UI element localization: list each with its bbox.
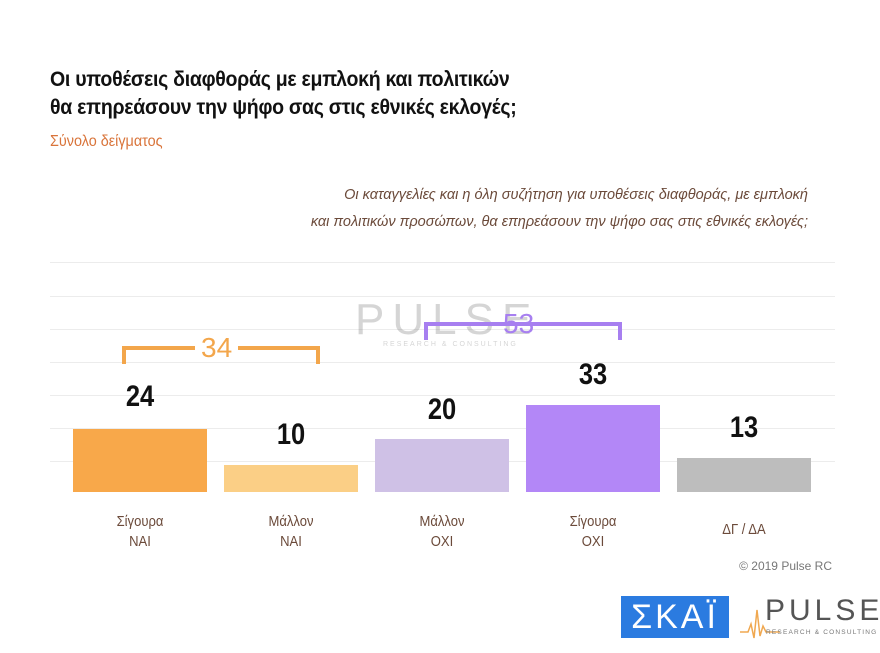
category-line: ΝΑΙ (280, 534, 302, 550)
bar-dg-da (677, 458, 811, 492)
chart-title: Οι υποθέσεις διαφθοράς με εμπλοκή και πο… (50, 66, 517, 122)
pulse-logo-text: PULSE (765, 594, 880, 627)
gridline (50, 395, 835, 396)
bar-sigoura-nai (73, 429, 207, 492)
bracket-yes-total-label: 34 (195, 334, 239, 362)
bar-mallon-nai (224, 465, 358, 492)
question-line-2: και πολιτικών προσώπων, θα επηρεάσουν τη… (310, 214, 808, 230)
copyright: © 2019 Pulse RC (739, 559, 832, 573)
category-line: ΝΑΙ (129, 534, 151, 550)
gridline (50, 329, 835, 330)
pulse-logo-subtext: RESEARCH & CONSULTING (766, 629, 878, 636)
pulse-logo: PULSE RESEARCH & CONSULTING (740, 594, 879, 641)
category-line: Σίγουρα (569, 514, 617, 530)
watermark-text: PULSE (355, 295, 540, 344)
pulse-watermark: PULSE RESEARCH & CONSULTING (355, 295, 539, 348)
value-label: 33 (578, 358, 608, 391)
gridline (50, 362, 835, 363)
category-line: ΟΧΙ (581, 534, 605, 550)
category-label: Σίγουρα ΟΧΙ (533, 512, 654, 552)
bar-sigoura-oxi (526, 405, 660, 492)
skai-logo: ΣΚΑΪ (621, 596, 729, 638)
category-line: Σίγουρα (116, 514, 164, 530)
category-line: Μάλλον (419, 514, 465, 530)
title-line-1: Οι υποθέσεις διαφθοράς με εμπλοκή και πο… (50, 68, 510, 91)
gridline (50, 428, 835, 429)
category-line: Μάλλον (268, 514, 314, 530)
survey-question: Οι καταγγελίες και η όλη συζήτηση για υπ… (108, 182, 808, 236)
value-label: 13 (729, 411, 759, 444)
bracket-no-total (424, 322, 622, 340)
pulse-heartbeat-icon (740, 609, 780, 639)
value-label: 10 (276, 418, 306, 451)
value-label: 20 (427, 393, 457, 426)
bar-mallon-oxi (375, 439, 509, 492)
category-label: Σίγουρα ΝΑΙ (80, 512, 201, 552)
watermark-subtext: RESEARCH & CONSULTING (383, 341, 518, 348)
category-line: ΟΧΙ (430, 534, 454, 550)
question-line-1: Οι καταγγελίες και η όλη συζήτηση για υπ… (344, 187, 808, 203)
gridline (50, 262, 835, 263)
gridline (50, 296, 835, 297)
chart-subtitle: Σύνολο δείγματος (50, 133, 163, 150)
bracket-no-total-label: 53 (503, 308, 535, 339)
category-line: ΔΓ / ΔΑ (722, 522, 766, 538)
category-label: Μάλλον ΟΧΙ (382, 512, 503, 552)
title-line-2: θα επηρεάσουν την ψήφο σας στις εθνικές … (50, 96, 517, 119)
category-label: Μάλλον ΝΑΙ (231, 512, 352, 552)
category-label: ΔΓ / ΔΑ (684, 520, 805, 540)
value-label: 24 (125, 380, 155, 413)
